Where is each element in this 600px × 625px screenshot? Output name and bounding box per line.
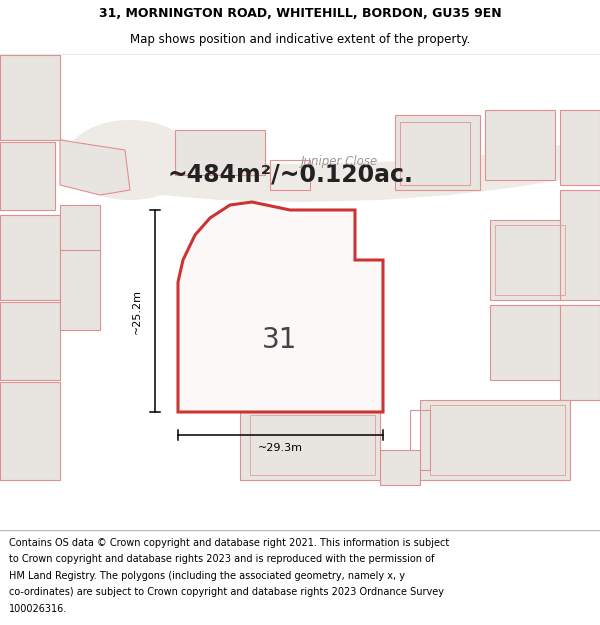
Text: 31: 31 [262, 326, 298, 354]
Polygon shape [420, 400, 570, 480]
Text: HM Land Registry. The polygons (including the associated geometry, namely x, y: HM Land Registry. The polygons (includin… [9, 571, 405, 581]
Ellipse shape [65, 120, 195, 200]
Polygon shape [0, 382, 60, 480]
Text: ~29.3m: ~29.3m [258, 443, 303, 453]
Text: ~484m²/~0.120ac.: ~484m²/~0.120ac. [167, 163, 413, 187]
Polygon shape [0, 142, 55, 210]
Polygon shape [0, 55, 60, 140]
Polygon shape [195, 280, 360, 395]
Text: Map shows position and indicative extent of the property.: Map shows position and indicative extent… [130, 33, 470, 46]
Polygon shape [175, 130, 265, 175]
Text: 31, MORNINGTON ROAD, WHITEHILL, BORDON, GU35 9EN: 31, MORNINGTON ROAD, WHITEHILL, BORDON, … [98, 8, 502, 20]
Text: co-ordinates) are subject to Crown copyright and database rights 2023 Ordnance S: co-ordinates) are subject to Crown copyr… [9, 588, 444, 598]
Polygon shape [560, 110, 600, 185]
Polygon shape [60, 140, 130, 195]
Polygon shape [380, 450, 420, 485]
Polygon shape [0, 215, 60, 300]
Polygon shape [60, 138, 590, 202]
Polygon shape [490, 305, 570, 380]
Polygon shape [560, 190, 600, 300]
Text: 100026316.: 100026316. [9, 604, 67, 614]
Polygon shape [240, 410, 380, 480]
Polygon shape [395, 115, 480, 190]
Polygon shape [60, 250, 100, 330]
Text: ~25.2m: ~25.2m [132, 289, 142, 334]
Polygon shape [0, 302, 60, 380]
Polygon shape [60, 205, 100, 250]
Text: Juniper Close: Juniper Close [301, 156, 379, 169]
Polygon shape [178, 202, 383, 412]
Polygon shape [485, 110, 555, 180]
Polygon shape [490, 220, 570, 300]
Text: to Crown copyright and database rights 2023 and is reproduced with the permissio: to Crown copyright and database rights 2… [9, 554, 434, 564]
Text: Contains OS data © Crown copyright and database right 2021. This information is : Contains OS data © Crown copyright and d… [9, 538, 449, 548]
Polygon shape [560, 305, 600, 400]
